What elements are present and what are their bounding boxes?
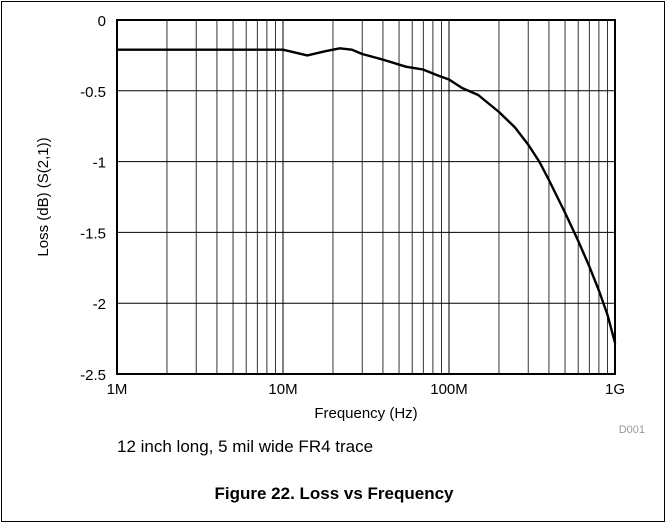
plot-border bbox=[116, 19, 616, 375]
loss-series-line bbox=[115, 47, 617, 344]
x-tick-label: 1M bbox=[107, 381, 128, 398]
x-tick-label: 1G bbox=[605, 381, 625, 398]
figure-caption: Figure 22. Loss vs Frequency bbox=[214, 484, 454, 503]
chart-note: 12 inch long, 5 mil wide FR4 trace bbox=[117, 437, 374, 456]
x-tick-label: 100M bbox=[430, 381, 468, 398]
y-axis-label: Loss (dB) (S(2,1)) bbox=[35, 137, 52, 256]
y-tick-label: -1 bbox=[93, 155, 106, 172]
y-tick-label: -2 bbox=[93, 296, 106, 313]
chart-annotation: D001 bbox=[619, 424, 645, 436]
y-tick-label: -0.5 bbox=[80, 84, 106, 101]
y-tick-label: 0 bbox=[98, 13, 106, 30]
y-tick-label: -1.5 bbox=[80, 225, 106, 242]
y-tick-label: -2.5 bbox=[80, 367, 106, 384]
x-axis-label: Frequency (Hz) bbox=[314, 405, 417, 422]
x-tick-label: 10M bbox=[268, 381, 297, 398]
